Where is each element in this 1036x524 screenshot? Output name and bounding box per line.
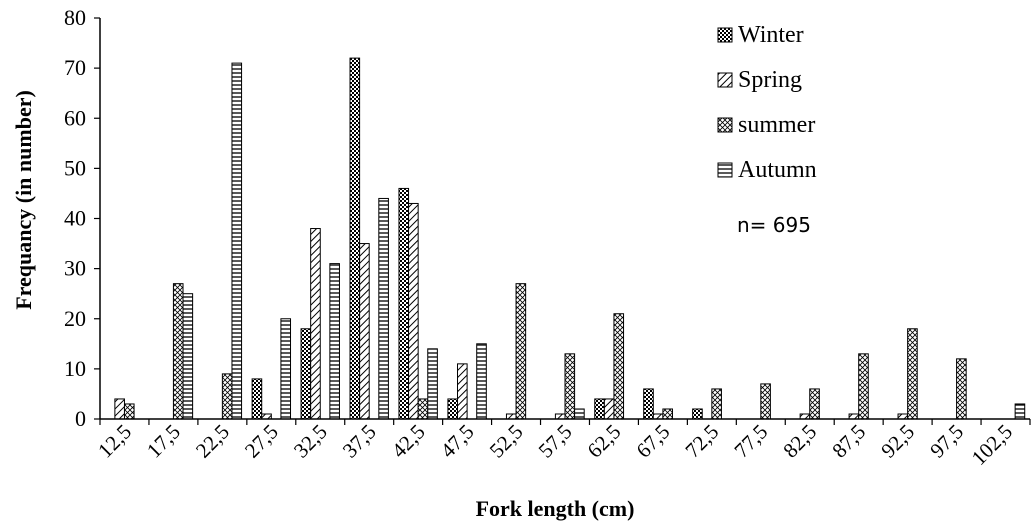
- y-tick-label: 60: [64, 105, 86, 130]
- bar-winter-67,5: [643, 388, 654, 420]
- x-tick-label: 17,5: [142, 420, 185, 463]
- bar-summer-82,5: [809, 388, 820, 420]
- legend-swatch-summer: [717, 117, 733, 133]
- y-tick-label: 30: [64, 256, 86, 281]
- x-tick-label: 57,5: [534, 420, 577, 463]
- x-tick-label: 82,5: [778, 420, 821, 463]
- x-tick-label: 72,5: [680, 420, 723, 463]
- bar-spring-87,5: [848, 413, 860, 420]
- x-tick-label: 42,5: [387, 420, 430, 463]
- bar-summer-52,5: [515, 283, 527, 420]
- bar-summer-57,5: [564, 353, 576, 420]
- y-tick-label: 20: [64, 306, 86, 331]
- bar-spring-52,5: [505, 413, 517, 420]
- bar-summer-97,5: [956, 358, 967, 420]
- bar-summer-67,5: [662, 408, 673, 420]
- sample-size-annotation: n= 695: [737, 213, 811, 237]
- bar-winter-47,5: [447, 398, 459, 420]
- bar-summer-12,5: [123, 403, 135, 420]
- y-tick-label: 80: [64, 5, 86, 30]
- bar-summer-62,5: [613, 313, 625, 420]
- bar-spring-27,5: [261, 413, 272, 420]
- legend-swatch-winter: [717, 27, 733, 43]
- bar-spring-12,5: [114, 398, 125, 420]
- x-tick-label: 87,5: [827, 420, 870, 463]
- bar-autumn-57,5: [574, 408, 585, 420]
- y-tick-label: 40: [64, 206, 86, 231]
- legend-swatch-spring: [717, 72, 733, 88]
- bar-autumn-47,5: [476, 343, 487, 420]
- x-tick-label: 27,5: [240, 420, 283, 463]
- bar-autumn-42,5: [427, 348, 438, 420]
- bar-spring-37,5: [359, 243, 370, 420]
- x-tick-label: 67,5: [631, 420, 674, 463]
- bar-summer-17,5: [172, 283, 184, 420]
- y-tick-label: 10: [64, 356, 86, 381]
- x-tick-label: 12,5: [93, 420, 136, 463]
- y-tick-label: 0: [75, 406, 86, 431]
- x-tick-label: 62,5: [582, 420, 625, 463]
- axes: [94, 17, 1031, 425]
- legend-label-summer: summer: [738, 112, 815, 138]
- bar-spring-57,5: [554, 413, 566, 420]
- bar-summer-42,5: [417, 398, 429, 420]
- bar-winter-42,5: [398, 187, 410, 420]
- legend-label-spring: Spring: [738, 67, 802, 93]
- bar-spring-62,5: [603, 398, 615, 420]
- bar-spring-42,5: [408, 202, 419, 420]
- x-tick-label: 37,5: [338, 420, 381, 463]
- x-tick-label: 52,5: [485, 420, 528, 463]
- x-tick-labels: 12,5 17,5 22,5 27,5 32,5 37,5 42,5 47,5 52,5 57,5…: [93, 420, 1017, 470]
- bar-spring-92,5: [897, 413, 909, 420]
- legend-label-autumn: Autumn: [738, 157, 817, 183]
- x-tick-label: 92,5: [876, 420, 919, 463]
- bar-winter-37,5: [349, 57, 361, 420]
- x-axis-title: Fork length (cm): [476, 496, 635, 521]
- x-tick-label: 32,5: [289, 420, 332, 463]
- bar-spring-67,5: [652, 413, 664, 420]
- bar-winter-62,5: [594, 398, 605, 420]
- bar-autumn-32,5: [329, 263, 340, 420]
- y-tick-labels: 0 10 20 30 40 50 60 70 80: [64, 5, 86, 431]
- y-tick-label: 50: [64, 155, 86, 180]
- bar-autumn-27,5: [280, 318, 292, 420]
- bar-winter-32,5: [300, 328, 312, 420]
- bar-spring-32,5: [310, 228, 321, 420]
- bar-winter-72,5: [692, 408, 703, 420]
- legend: Winter Spring summer Autumn: [717, 22, 817, 183]
- bar-autumn-37,5: [378, 197, 389, 420]
- x-tick-label: 102,5: [967, 420, 1017, 470]
- legend-swatch-autumn: [717, 162, 733, 178]
- y-tick-label: 70: [64, 55, 86, 80]
- bars-group: [114, 57, 1026, 420]
- bar-summer-72,5: [711, 388, 722, 420]
- x-tick-label: 77,5: [729, 420, 772, 463]
- bar-summer-22,5: [221, 373, 233, 420]
- x-tick-label: 22,5: [191, 420, 234, 463]
- x-tick-label: 47,5: [436, 420, 479, 463]
- bar-winter-27,5: [251, 378, 263, 420]
- bar-autumn-22,5: [231, 62, 243, 420]
- bar-spring-82,5: [799, 413, 811, 420]
- bar-summer-92,5: [907, 328, 918, 420]
- bar-autumn-102,5: [1014, 403, 1026, 420]
- legend-label-winter: Winter: [738, 22, 804, 48]
- x-tick-label: 97,5: [925, 420, 968, 463]
- bar-spring-47,5: [457, 363, 468, 420]
- bar-summer-87,5: [858, 353, 869, 420]
- bar-autumn-17,5: [182, 293, 194, 420]
- y-axis-title: Frequancy (in number): [11, 90, 36, 310]
- bar-summer-77,5: [760, 383, 771, 420]
